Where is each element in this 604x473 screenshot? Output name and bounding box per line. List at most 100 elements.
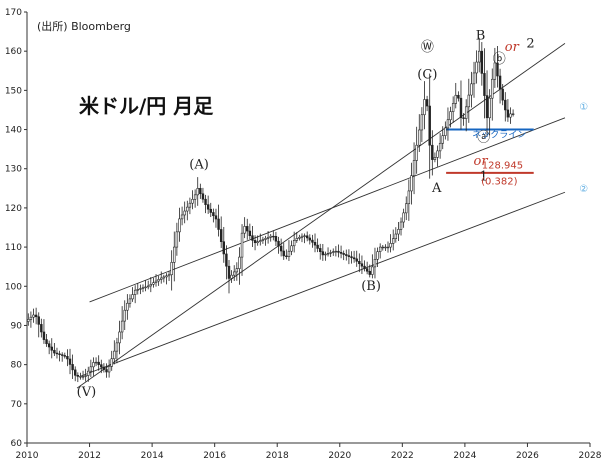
candle-body: [373, 258, 377, 268]
candle-body: [186, 206, 189, 212]
candle-body: [248, 230, 252, 237]
candle-body: [89, 366, 93, 372]
candle-body: [464, 106, 468, 119]
candle-body: [282, 250, 285, 257]
candle-body: [428, 105, 431, 146]
x-tick-label: 2010: [16, 451, 39, 461]
candle-body: [178, 218, 181, 233]
candle-body: [63, 355, 67, 357]
y-tick-label: 100: [5, 282, 22, 292]
candle-body: [97, 361, 100, 365]
candle-body: [371, 266, 374, 275]
candle-body: [47, 343, 51, 348]
candle-body: [350, 256, 353, 259]
candle-body: [319, 248, 322, 252]
candle-body: [433, 157, 437, 160]
candle-body: [363, 265, 366, 269]
y-tick-label: 170: [5, 8, 22, 18]
candle-body: [431, 144, 434, 160]
candle-body: [227, 265, 231, 279]
annotation-wave: (C): [417, 68, 437, 83]
candle-body: [256, 241, 259, 244]
candle-body: [509, 113, 512, 118]
candle-body: [368, 270, 371, 275]
candle-body: [298, 236, 301, 239]
y-tick-group: 60 70 80 90 100 110 120 130 140 150 160 170: [5, 8, 27, 449]
candle-body: [347, 255, 351, 257]
candle-body: [378, 246, 382, 252]
candle-body: [355, 258, 358, 262]
candle-body: [391, 238, 395, 244]
candle-body: [238, 256, 241, 269]
candle-body: [79, 376, 82, 378]
candle-body: [107, 366, 111, 373]
candle-body: [113, 350, 116, 360]
candle-body: [394, 233, 398, 239]
candle-body: [68, 358, 72, 365]
candle-body: [472, 72, 476, 85]
annotation-wave: B: [476, 28, 486, 43]
y-tick-label: 90: [11, 321, 23, 331]
candle-body: [193, 194, 197, 200]
candle-body: [115, 342, 119, 352]
annotation-or: or: [474, 154, 489, 169]
candle-body: [131, 294, 134, 300]
candle-body: [405, 203, 408, 214]
candle-body: [261, 239, 265, 241]
candle-body: [308, 237, 312, 241]
x-tick-label: 2022: [391, 451, 414, 461]
channel-line: [80, 191, 566, 377]
candle-body: [246, 226, 249, 232]
candle-body: [60, 354, 64, 356]
candle-body: [444, 127, 447, 136]
candle-body: [123, 309, 126, 322]
candle-body: [470, 83, 473, 96]
candle-body: [144, 286, 147, 289]
candle-body: [485, 95, 489, 119]
candle-body: [162, 276, 166, 279]
candle-body: [449, 111, 452, 121]
candle-body: [329, 252, 332, 254]
candle-body: [259, 240, 262, 242]
candle-body: [32, 314, 35, 318]
candle-body: [165, 275, 168, 278]
candle-body: [219, 229, 223, 243]
x-tick-label: 2014: [141, 451, 164, 461]
candle-body: [420, 114, 424, 131]
candle-body: [290, 245, 293, 252]
candle-body: [235, 268, 239, 273]
candle-body: [37, 316, 40, 325]
annotation-wave: ⓑ: [493, 52, 506, 67]
annotation-num: (0.382): [481, 176, 518, 187]
candle-body: [136, 289, 139, 291]
candle-body: [27, 319, 30, 322]
candle-body: [188, 202, 192, 208]
candle-body: [365, 268, 369, 272]
candle-body: [55, 352, 59, 355]
candle-body: [376, 251, 379, 260]
candle-body: [173, 246, 176, 263]
candle-body: [183, 210, 186, 216]
candle-body: [53, 349, 56, 354]
candle-body: [321, 251, 325, 256]
candle-body: [324, 253, 327, 256]
annotation-blue: ①: [579, 102, 588, 113]
x-tick-label: 2012: [78, 451, 101, 461]
candle-body: [58, 353, 61, 355]
candle-body: [311, 239, 314, 243]
candle-body: [149, 284, 153, 287]
candle-body: [81, 376, 85, 378]
candle-body: [139, 288, 142, 290]
candle-body: [120, 320, 124, 333]
candle-body: [146, 285, 150, 288]
candle-body: [45, 339, 48, 345]
candle-body: [94, 361, 98, 364]
candle-body: [313, 242, 317, 246]
candle-body: [467, 94, 471, 108]
candle-body: [50, 346, 53, 351]
candle-body: [152, 282, 155, 285]
candle-body: [217, 218, 220, 230]
candle-body: [40, 324, 43, 333]
